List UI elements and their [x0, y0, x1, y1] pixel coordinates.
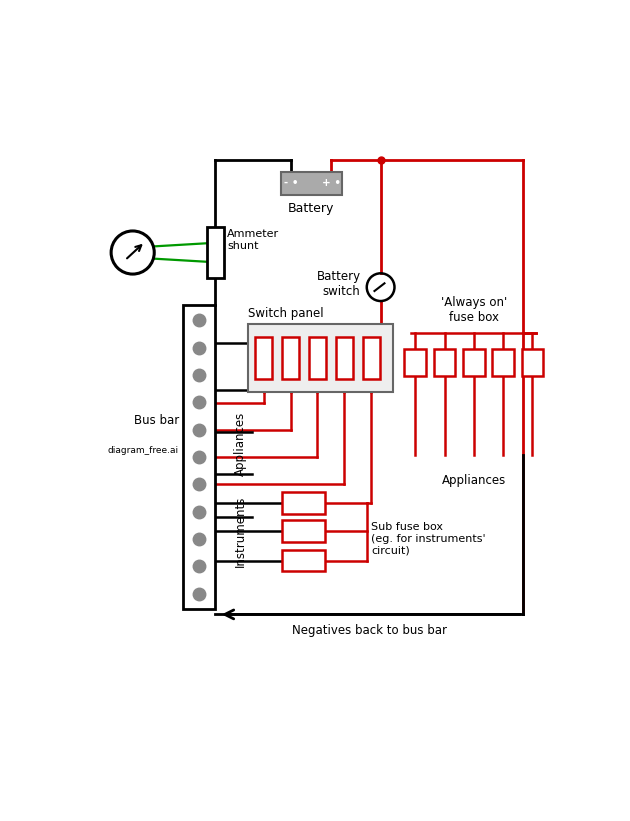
- Text: diagram_free.ai: diagram_free.ai: [108, 447, 179, 456]
- Bar: [282, 337, 299, 379]
- Bar: [434, 349, 455, 377]
- Bar: [363, 337, 380, 379]
- Text: Battery: Battery: [288, 203, 335, 215]
- Bar: [336, 337, 353, 379]
- Bar: [183, 305, 215, 609]
- Bar: [282, 492, 325, 514]
- Text: Negatives back to bus bar: Negatives back to bus bar: [292, 624, 447, 636]
- Text: Sub fuse box
(eg. for instruments'
circuit): Sub fuse box (eg. for instruments' circu…: [371, 522, 486, 556]
- Bar: [282, 550, 325, 571]
- Text: Switch panel: Switch panel: [248, 307, 324, 320]
- Bar: [522, 349, 543, 377]
- Bar: [207, 227, 224, 277]
- Text: - •: - •: [284, 178, 299, 188]
- Text: Appliances: Appliances: [442, 475, 506, 488]
- Bar: [255, 337, 272, 379]
- Bar: [280, 172, 342, 195]
- Bar: [492, 349, 514, 377]
- Text: Battery
switch: Battery switch: [316, 270, 360, 298]
- Text: Appliances: Appliances: [234, 412, 247, 476]
- Text: Ammeter
shunt: Ammeter shunt: [227, 229, 280, 251]
- Bar: [463, 349, 484, 377]
- Bar: [404, 349, 426, 377]
- Text: + •: + •: [322, 178, 341, 188]
- Bar: [248, 324, 393, 392]
- Text: Bus bar: Bus bar: [134, 414, 179, 427]
- Bar: [309, 337, 326, 379]
- Text: Instruments: Instruments: [234, 496, 247, 567]
- Bar: [282, 521, 325, 542]
- Text: 'Always on'
fuse box: 'Always on' fuse box: [440, 296, 507, 324]
